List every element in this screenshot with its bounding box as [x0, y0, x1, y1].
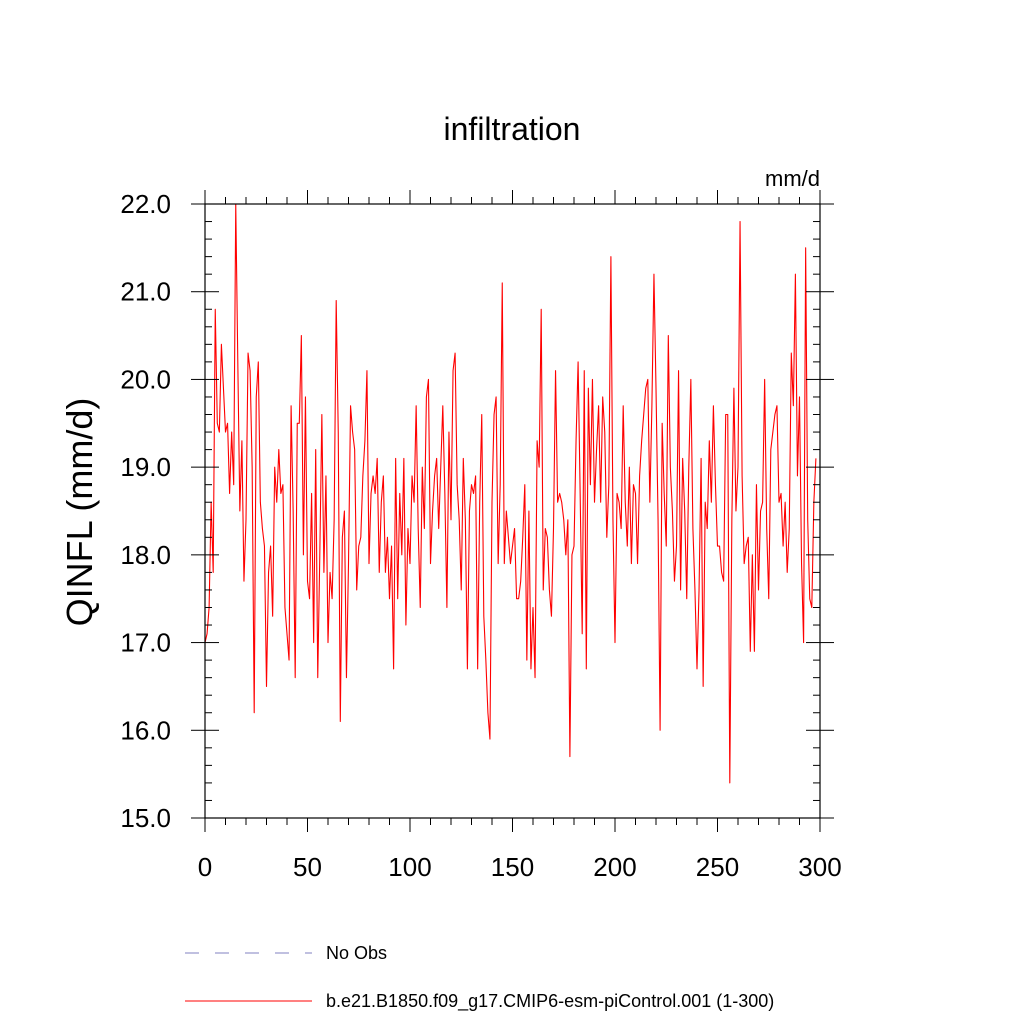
x-tick-label: 300 [798, 852, 841, 882]
x-tick-label: 150 [491, 852, 534, 882]
series-line-model [204, 203, 817, 784]
x-tick-label: 250 [696, 852, 739, 882]
chart-title: infiltration [444, 111, 581, 147]
legend-label-obs: No Obs [326, 943, 387, 963]
y-tick-label: 16.0 [120, 715, 171, 745]
x-tick-label: 200 [593, 852, 636, 882]
legend: No Obs b.e21.B1850.f09_g17.CMIP6-esm-piC… [185, 943, 774, 1012]
y-tick-label: 18.0 [120, 540, 171, 570]
units-label: mm/d [765, 166, 820, 191]
legend-label-model: b.e21.B1850.f09_g17.CMIP6-esm-piControl.… [326, 991, 774, 1012]
y-tick-label: 15.0 [120, 803, 171, 833]
y-tick-label: 20.0 [120, 364, 171, 394]
y-tick-label: 22.0 [120, 189, 171, 219]
x-tick-label: 50 [293, 852, 322, 882]
y-axis: 15.0 16.0 17.0 18.0 19.0 20.0 21.0 22.0 [120, 189, 834, 833]
x-axis: 0 50 100 150 200 250 300 [198, 190, 842, 882]
series-layer [204, 203, 817, 784]
y-tick-label: 17.0 [120, 628, 171, 658]
y-tick-label: 21.0 [120, 277, 171, 307]
y-axis-label: QINFL (mm/d) [59, 398, 100, 627]
y-tick-label: 19.0 [120, 452, 171, 482]
x-tick-label: 100 [388, 852, 431, 882]
x-tick-label: 0 [198, 852, 212, 882]
